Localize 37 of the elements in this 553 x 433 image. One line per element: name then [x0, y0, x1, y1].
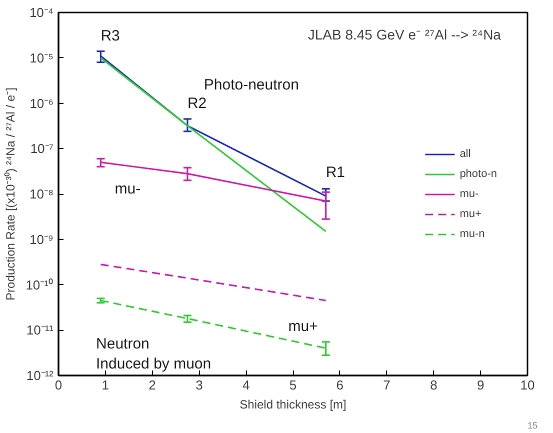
y-tick-label: 10⁻⁴	[29, 5, 54, 20]
y-tick-label: 10⁻¹¹	[26, 322, 54, 338]
annotation: Photo-neutron	[204, 76, 299, 94]
x-tick-label: 2	[148, 378, 156, 392]
x-tick-label: 6	[336, 378, 344, 392]
annotation: R2	[187, 94, 207, 112]
y-tick-label: 10⁻⁹	[29, 232, 54, 247]
annotation: R1	[326, 164, 346, 181]
y-tick-label: 10⁻¹²	[26, 368, 54, 383]
y-tick-label: 10⁻⁸	[30, 186, 54, 202]
y-axis-title: Production Rate [(x10⁻³⁰) ²⁴Na / ²⁷Al / e⁻]	[4, 88, 18, 300]
legend-label: all	[460, 148, 472, 160]
annotation: R3	[100, 28, 120, 45]
legend-label: photo-n	[460, 168, 497, 180]
x-tick-label: 3	[196, 378, 203, 392]
y-tick-label: 10⁻⁷	[30, 141, 54, 156]
x-tick-label: 0	[54, 378, 62, 392]
text: 15	[527, 420, 538, 430]
legend-label: mu-	[460, 188, 480, 200]
y-tick-label: 10⁻⁶	[30, 96, 54, 111]
x-tick-label: 9	[476, 378, 484, 392]
x-tick-label: 10	[520, 378, 535, 392]
annotation: Neutron	[96, 335, 150, 352]
x-tick-label: 8	[430, 378, 438, 392]
legend-label: mu-n	[460, 228, 485, 240]
x-tick-label: 4	[242, 378, 250, 392]
annotation: mu+	[288, 318, 318, 336]
x-axis-title: Shield thickness [m]	[240, 398, 346, 412]
x-tick-label: 5	[289, 378, 297, 392]
annotation: mu-	[114, 180, 141, 198]
text: JLAB 8.45 GeV e⁻ ²⁷Al --> ²⁴Na	[308, 26, 502, 42]
x-tick-label: 7	[383, 378, 390, 392]
y-tick-label: 10⁻⁵	[30, 50, 54, 66]
x-tick-label: 1	[102, 378, 110, 392]
annotation: Induced by muon	[96, 355, 212, 372]
legend-label: mu+	[460, 208, 482, 220]
y-tick-label: 10⁻¹⁰	[26, 277, 54, 292]
